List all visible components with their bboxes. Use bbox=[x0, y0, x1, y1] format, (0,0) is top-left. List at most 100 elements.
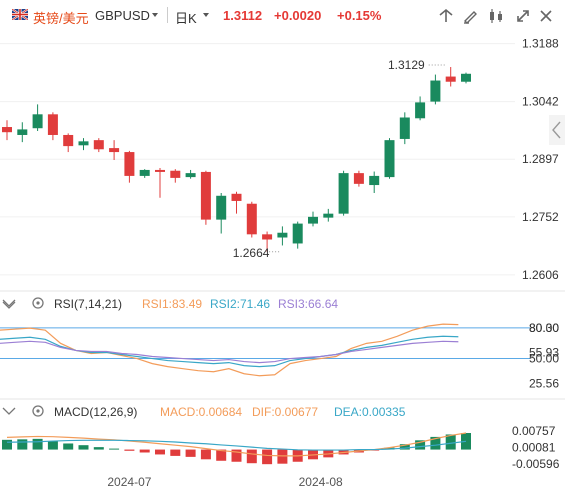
rsi-tick-label: 80.30 bbox=[529, 321, 559, 335]
price-axis: 1.3188 1.3042 1.2897 1.2752 1.2606 bbox=[0, 37, 559, 282]
last-price: 1.3112 bbox=[223, 8, 263, 23]
rsi-legend-1: RSI1:83.49 bbox=[142, 297, 202, 311]
rsi-series-line bbox=[0, 340, 459, 364]
candle-body bbox=[246, 203, 257, 235]
candle bbox=[231, 191, 242, 214]
candle bbox=[17, 122, 28, 143]
price-tick-label: 1.2752 bbox=[522, 210, 559, 224]
collapse-toggle-icon[interactable] bbox=[2, 299, 16, 309]
macd-tick-label: 0.00757 bbox=[512, 424, 556, 438]
macd-bar bbox=[170, 449, 181, 456]
date-tick-label: 2024-07 bbox=[107, 475, 151, 489]
macd-tick-label: -0.00596 bbox=[512, 457, 560, 471]
candle bbox=[262, 231, 273, 252]
draw-icon[interactable] bbox=[461, 6, 481, 26]
rsi-series-line bbox=[0, 323, 459, 377]
macd-panel: 0.00757 0.00081 -0.00596 bbox=[2, 424, 560, 471]
period-selector[interactable]: 日K bbox=[175, 11, 197, 26]
candle-body bbox=[155, 169, 165, 172]
candle-body bbox=[139, 169, 150, 176]
symbol-label[interactable]: GBPUSD bbox=[95, 8, 150, 23]
indicator-icon[interactable] bbox=[486, 6, 506, 26]
candle bbox=[93, 138, 104, 153]
date-axis: 2024-07 2024-08 bbox=[107, 475, 343, 489]
candle bbox=[353, 170, 364, 187]
candlestick-series bbox=[2, 67, 471, 252]
macd-bar bbox=[185, 449, 196, 457]
macd-legend-dea: DEA:0.00335 bbox=[334, 405, 406, 419]
macd-bar bbox=[399, 444, 410, 450]
candle bbox=[2, 120, 12, 141]
chevron-down-icon[interactable] bbox=[152, 13, 158, 17]
candle-body bbox=[415, 102, 426, 119]
top-bar: 英镑/美元 GBPUSD 日K 1.3112 +0.0020 +0.15% bbox=[0, 0, 565, 34]
macd-bar bbox=[430, 436, 441, 450]
candle-body bbox=[384, 140, 395, 178]
candle-body bbox=[32, 114, 43, 129]
macd-title: MACD(12,26,9) bbox=[54, 405, 137, 419]
candle-body bbox=[2, 127, 12, 133]
candle-body bbox=[308, 216, 318, 224]
macd-bar bbox=[32, 438, 43, 450]
macd-legend-macd: MACD:0.00684 bbox=[160, 405, 242, 419]
candle-body bbox=[369, 175, 380, 186]
candle-body bbox=[338, 173, 349, 214]
price-tick-label: 1.3188 bbox=[522, 37, 559, 51]
price-change-pct: +0.15% bbox=[337, 8, 382, 23]
candle-body bbox=[170, 170, 181, 178]
candle-body bbox=[430, 80, 441, 102]
candle bbox=[323, 208, 334, 222]
candle-body bbox=[445, 76, 456, 82]
pair-name[interactable]: 英镑/美元 bbox=[33, 11, 89, 26]
candle-body bbox=[47, 114, 58, 135]
candle bbox=[47, 112, 58, 141]
close-icon[interactable] bbox=[536, 6, 556, 26]
candle bbox=[216, 192, 227, 234]
collapse-toggle-icon[interactable] bbox=[2, 407, 16, 415]
macd-bar bbox=[445, 434, 456, 450]
macd-bar bbox=[63, 443, 74, 450]
rsi-tick-label: 55.93 bbox=[529, 346, 559, 360]
candle bbox=[338, 170, 349, 216]
macd-bar bbox=[415, 440, 426, 450]
candle bbox=[277, 226, 288, 246]
candle-body bbox=[399, 117, 410, 139]
candle-body bbox=[200, 171, 211, 220]
price-change: +0.0020 bbox=[274, 8, 322, 23]
price-annotations: 1.3129 1.2664 bbox=[233, 58, 447, 260]
macd-bar bbox=[262, 449, 273, 465]
divider bbox=[167, 7, 168, 23]
candle-body bbox=[292, 223, 303, 244]
macd-bar bbox=[78, 445, 89, 450]
period-chevron-down-icon[interactable] bbox=[203, 13, 209, 17]
macd-bar bbox=[246, 449, 257, 464]
candle bbox=[461, 72, 471, 84]
expand-icon[interactable] bbox=[436, 6, 456, 26]
candle-body bbox=[353, 173, 364, 184]
rsi-legend-3: RSI3:66.64 bbox=[278, 297, 338, 311]
candle-body bbox=[231, 193, 242, 201]
rsi-title: RSI(7,14,21) bbox=[54, 297, 122, 311]
uk-flag-icon bbox=[12, 9, 28, 20]
candle bbox=[200, 170, 211, 225]
candle-body bbox=[323, 213, 334, 218]
macd-bar bbox=[2, 439, 12, 450]
macd-bar bbox=[216, 449, 227, 461]
macd-bar bbox=[109, 448, 120, 450]
candle bbox=[124, 150, 135, 183]
settings-icon[interactable] bbox=[32, 405, 44, 417]
candle bbox=[32, 104, 43, 132]
rsi-header: RSI(7,14,21) RSI1:83.49 RSI2:71.46 RSI3:… bbox=[2, 297, 338, 311]
candle bbox=[246, 201, 257, 238]
macd-bar bbox=[93, 447, 104, 450]
fullscreen-icon[interactable] bbox=[513, 6, 533, 26]
collapse-icon[interactable] bbox=[549, 115, 565, 145]
settings-icon[interactable] bbox=[32, 297, 44, 309]
rsi-legend-2: RSI2:71.46 bbox=[210, 297, 270, 311]
candle-body bbox=[277, 232, 288, 238]
candle bbox=[139, 169, 150, 178]
candle-body bbox=[17, 129, 28, 135]
macd-bar bbox=[47, 441, 58, 450]
